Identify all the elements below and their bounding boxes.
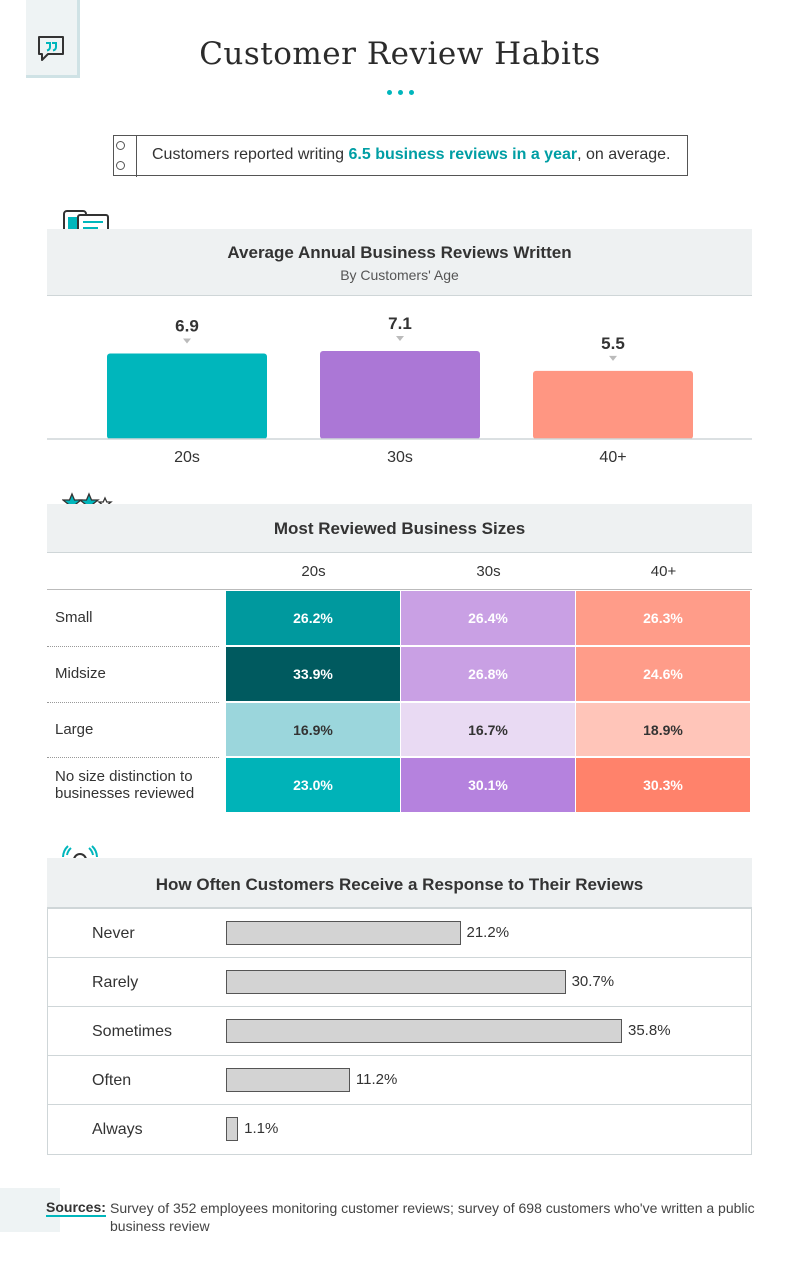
bar-often <box>226 1068 350 1092</box>
table-cell: 24.6% <box>576 647 750 701</box>
value-pointer <box>396 336 404 341</box>
data-label: 21.2% <box>466 924 510 941</box>
section-header-business-sizes: Most Reviewed Business Sizes <box>47 504 752 553</box>
bar-30s <box>320 351 480 439</box>
category-label: Often <box>92 1072 132 1089</box>
table-cell: 30.3% <box>576 758 750 812</box>
category-label: Always <box>92 1121 143 1138</box>
section-title: Average Annual Business Reviews Written <box>227 243 572 262</box>
response-row: Rarely 30.7% <box>48 958 751 1007</box>
table-cell: 30.1% <box>401 758 575 812</box>
data-label: 6.9 <box>175 316 199 335</box>
column-header: 40+ <box>650 563 677 580</box>
table-cell: 26.3% <box>576 591 750 645</box>
average-callout: Customers reported writing 6.5 business … <box>113 135 688 177</box>
page-title: Customer Review Habits <box>199 36 601 72</box>
data-label: 35.8% <box>628 1022 671 1039</box>
bar-always <box>226 1117 239 1141</box>
data-label: 30.7% <box>571 973 615 990</box>
data-label: 1.1% <box>244 1120 279 1137</box>
table-cell: 33.9% <box>226 647 400 701</box>
callout-suffix: , on average. <box>577 146 671 163</box>
callout-highlight: 6.5 business reviews in a year <box>348 146 578 163</box>
response-row: Always 1.1% <box>48 1105 751 1154</box>
category-label: Rarely <box>92 974 139 991</box>
sources-text: Survey of 352 employees monitoring custo… <box>110 1200 755 1234</box>
binder-rings-icon <box>113 136 137 177</box>
x-tick-label: 20s <box>174 449 200 466</box>
sources-accent <box>0 1188 60 1232</box>
section-header-response-frequency: How Often Customers Receive a Response t… <box>47 858 752 908</box>
row-divider <box>47 757 219 758</box>
category-label: Never <box>92 925 135 942</box>
response-row: Never 21.2% <box>48 909 751 958</box>
response-row: Sometimes 35.8% <box>48 1007 751 1056</box>
bar-20s <box>107 353 267 439</box>
speech-bubble-icon <box>38 36 64 61</box>
title-divider <box>0 82 800 100</box>
table-cell: 26.4% <box>401 591 575 645</box>
table-cell: 26.2% <box>226 591 400 645</box>
value-pointer <box>609 355 617 361</box>
row-label: Small <box>55 609 93 626</box>
quote-badge <box>26 0 80 78</box>
x-tick-label: 40+ <box>599 449 626 466</box>
x-tick-label: 30s <box>387 449 413 466</box>
response-frequency-chart: Never 21.2% Rarely 30.7% Sometimes 35.8% Often… <box>47 908 752 1155</box>
table-cell: 16.7% <box>401 703 575 756</box>
table-cell: 18.9% <box>576 703 750 756</box>
data-label: 7.1 <box>388 314 412 333</box>
callout-prefix: Customers reported writing <box>152 146 349 163</box>
column-header: 20s <box>301 563 326 580</box>
table-header-row: 20s 30s 40+ <box>47 553 752 590</box>
bar-40+ <box>533 370 693 439</box>
bar-rarely <box>226 970 566 994</box>
annual-reviews-bar-chart: 6.9 20s 7.1 30s 5.5 40+ <box>47 314 752 466</box>
bar-never <box>226 921 461 945</box>
table-cell: 23.0% <box>226 758 400 812</box>
section-subtitle: By Customers' Age <box>340 267 459 283</box>
callout-text: Customers reported writing 6.5 business … <box>152 146 671 164</box>
sources-label: Sources: <box>46 1199 106 1217</box>
row-divider <box>47 646 219 647</box>
bar-sometimes <box>226 1019 622 1043</box>
data-label: 11.2% <box>355 1071 398 1088</box>
data-label: 5.5 <box>601 334 625 353</box>
category-label: Sometimes <box>92 1023 173 1040</box>
table-cell: 26.8% <box>401 647 575 701</box>
section-title: How Often Customers Receive a Response t… <box>155 875 644 894</box>
row-divider <box>47 702 219 703</box>
table-cell: 16.9% <box>226 703 400 756</box>
row-label: Midsize <box>55 665 106 682</box>
column-header: 30s <box>476 563 501 580</box>
section-header-annual-reviews: Average Annual Business Reviews Written … <box>47 229 752 296</box>
section-title: Most Reviewed Business Sizes <box>273 519 526 538</box>
row-label: Large <box>55 721 94 738</box>
response-row: Often 11.2% <box>48 1056 751 1105</box>
row-label: No size distinction to businesses review… <box>55 768 195 802</box>
value-pointer <box>183 338 191 344</box>
